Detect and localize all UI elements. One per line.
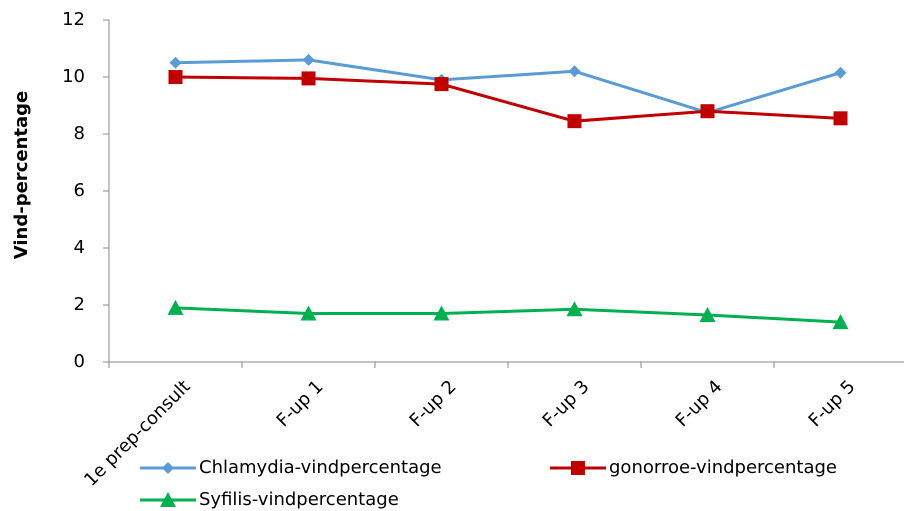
- series-line: [175, 58, 841, 115]
- data-point: [699, 306, 716, 322]
- data-point: [169, 56, 182, 69]
- legend-label: gonorroe-vindpercentage: [609, 457, 837, 478]
- series-line: [175, 306, 841, 324]
- data-point: [434, 77, 449, 92]
- x-tick-label: F-up 1: [273, 376, 328, 431]
- y-tick-label: 10: [62, 66, 85, 87]
- x-tick-label: F-up 3: [539, 376, 594, 431]
- legend-label: Syfilis-vindpercentage: [199, 489, 399, 510]
- legend-label: Chlamydia-vindpercentage: [199, 457, 442, 478]
- data-point: [834, 66, 847, 79]
- data-point: [168, 70, 183, 84]
- series-line: [175, 75, 841, 123]
- x-tick-label: F-up 2: [406, 376, 461, 431]
- data-point: [568, 65, 581, 78]
- data-point: [566, 301, 583, 317]
- y-axis-label: Vind-percentage: [11, 91, 32, 259]
- y-tick-label: 0: [74, 351, 85, 372]
- y-tick-label: 4: [74, 237, 85, 258]
- data-point: [833, 111, 848, 126]
- legend-marker: [571, 461, 585, 475]
- data-point: [433, 305, 450, 321]
- data-point: [567, 114, 582, 129]
- data-point: [700, 104, 715, 119]
- data-point: [167, 299, 184, 315]
- data-point: [301, 71, 316, 86]
- y-tick-label: 6: [74, 180, 85, 201]
- data-point: [300, 305, 317, 321]
- x-tick-label: F-up 5: [805, 376, 860, 431]
- legend-marker: [160, 492, 176, 507]
- data-point: [832, 314, 849, 330]
- x-tick-label: F-up 4: [672, 376, 727, 431]
- x-tick-label: 1e prep-consult: [80, 376, 194, 490]
- y-tick-label: 8: [74, 123, 85, 144]
- y-tick-label: 2: [74, 294, 85, 315]
- y-tick-label: 12: [62, 9, 85, 30]
- legend-marker: [162, 462, 174, 474]
- data-point: [302, 53, 315, 66]
